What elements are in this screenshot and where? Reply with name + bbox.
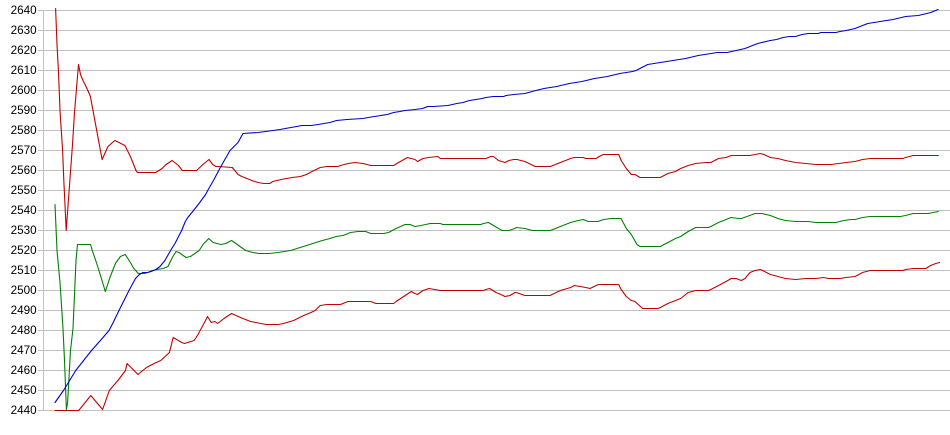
svg-text:2440: 2440 (11, 404, 38, 417)
svg-text:2460: 2460 (11, 364, 38, 377)
svg-text:2530: 2530 (11, 224, 38, 237)
svg-text:2560: 2560 (11, 164, 38, 177)
svg-text:2620: 2620 (11, 44, 38, 57)
svg-text:2520: 2520 (11, 244, 38, 257)
svg-text:2510: 2510 (11, 264, 38, 277)
svg-text:2540: 2540 (11, 204, 38, 217)
svg-text:2580: 2580 (11, 124, 38, 137)
svg-text:2450: 2450 (11, 384, 38, 397)
svg-text:2490: 2490 (11, 304, 38, 317)
svg-text:2630: 2630 (11, 24, 38, 37)
svg-text:2500: 2500 (11, 284, 38, 297)
svg-text:2640: 2640 (11, 4, 38, 17)
svg-text:2590: 2590 (11, 104, 38, 117)
svg-text:2470: 2470 (11, 344, 38, 357)
svg-text:2480: 2480 (11, 324, 38, 337)
svg-text:2600: 2600 (11, 84, 38, 97)
svg-text:2570: 2570 (11, 144, 38, 157)
svg-text:2550: 2550 (11, 184, 38, 197)
svg-text:2610: 2610 (11, 64, 38, 77)
